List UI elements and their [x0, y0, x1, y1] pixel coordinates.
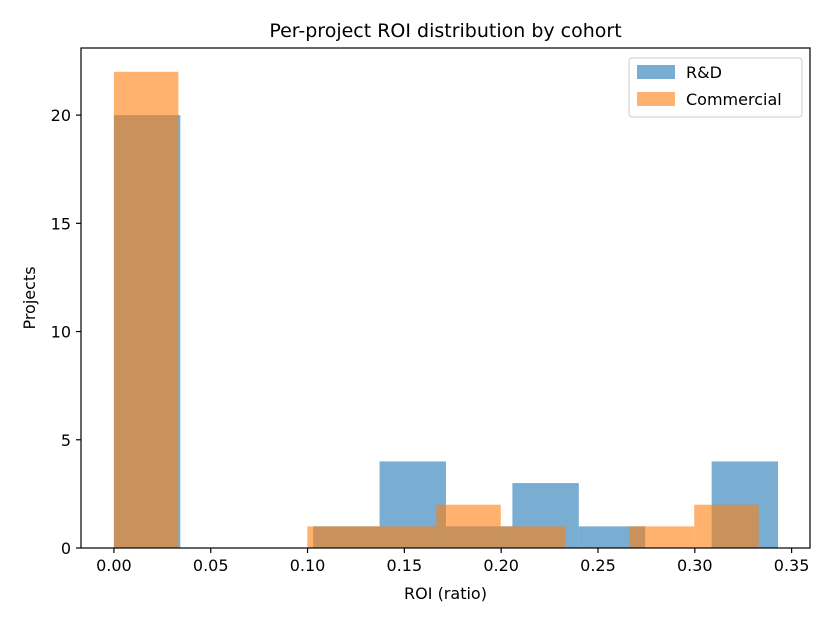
bar-commercial-3 [307, 526, 372, 548]
histogram-bars [113, 71, 779, 549]
y-tick-label: 10 [51, 323, 71, 342]
x-tick-label: 0.25 [580, 556, 616, 575]
bar-commercial-0 [113, 71, 179, 549]
y-axis-title: Projects [20, 266, 39, 329]
legend-swatch-rnd [637, 65, 675, 79]
x-axis-ticks: 0.00 0.05 0.10 0.15 0.20 0.25 0.30 0.35 [96, 548, 809, 575]
x-tick-label: 0.35 [774, 556, 810, 575]
chart-title: Per-project ROI distribution by cohort [269, 20, 621, 42]
x-tick-label: 0.15 [387, 556, 423, 575]
y-tick-label: 5 [61, 431, 71, 450]
bar-rd-7 [578, 526, 646, 548]
bar-commercial-8 [629, 526, 695, 548]
legend-label-rnd: R&D [686, 63, 722, 82]
y-tick-label: 20 [51, 106, 71, 125]
legend-swatch-commercial [637, 92, 675, 106]
y-axis-ticks: 0 5 10 15 20 [51, 106, 81, 558]
x-tick-label: 0.20 [483, 556, 519, 575]
x-axis-title: ROI (ratio) [404, 584, 487, 603]
x-tick-label: 0.30 [677, 556, 713, 575]
x-tick-label: 0.10 [290, 556, 326, 575]
legend: R&D Commercial [628, 57, 803, 118]
bar-commercial-4 [371, 526, 437, 548]
y-tick-label: 15 [51, 214, 71, 233]
y-tick-label: 0 [61, 539, 71, 558]
x-tick-label: 0.00 [96, 556, 132, 575]
bar-commercial-6 [500, 526, 566, 548]
plot-frame [80, 47, 811, 549]
bar-commercial-9 [694, 504, 759, 548]
x-tick-label: 0.05 [193, 556, 229, 575]
legend-label-commercial: Commercial [686, 90, 782, 109]
bar-commercial-5 [436, 504, 501, 548]
